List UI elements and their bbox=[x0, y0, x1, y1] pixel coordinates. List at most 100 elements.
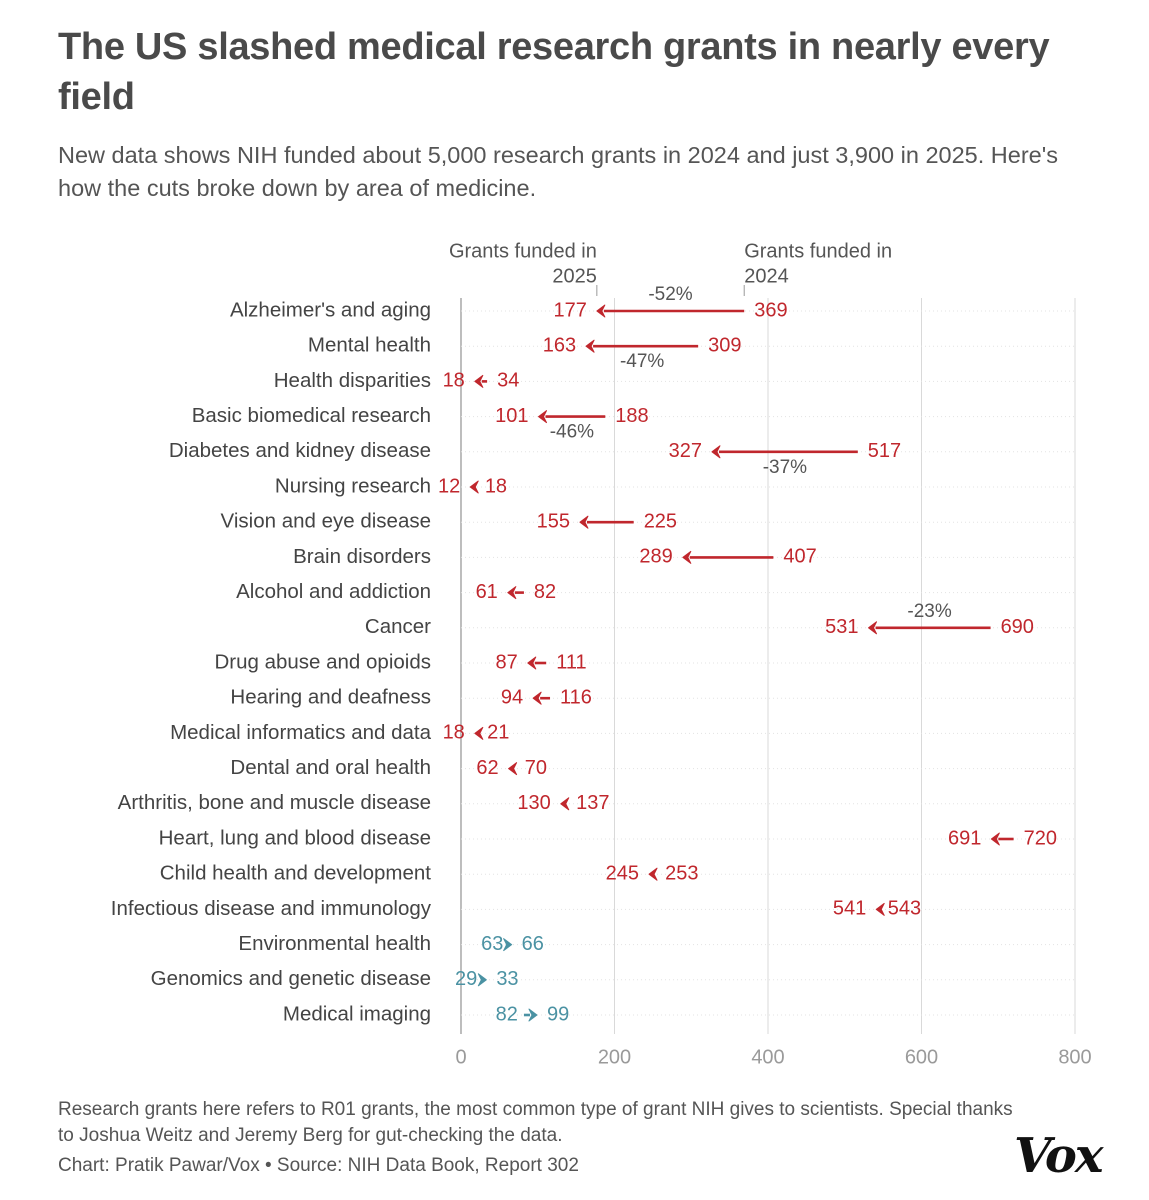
value-label-2024: 70 bbox=[525, 757, 547, 779]
value-label-2025: 541 bbox=[833, 898, 866, 920]
category-label: Alcohol and addiction bbox=[236, 580, 431, 603]
category-label: Vision and eye disease bbox=[221, 510, 431, 533]
change-arrowhead bbox=[648, 867, 658, 881]
value-label-2024: 116 bbox=[560, 686, 592, 708]
category-label: Drug abuse and opioids bbox=[214, 650, 431, 673]
vox-logo: Vox bbox=[1014, 1128, 1103, 1184]
change-arrowhead bbox=[528, 1008, 538, 1022]
value-label-2025: 691 bbox=[948, 827, 981, 849]
value-label-2025: 177 bbox=[553, 299, 586, 321]
change-arrowhead bbox=[579, 515, 589, 529]
category-label: Diabetes and kidney disease bbox=[169, 439, 431, 462]
header-label-2024: Grants funded in bbox=[744, 240, 892, 262]
value-label-2024: 720 bbox=[1024, 827, 1057, 849]
value-label-2024: 543 bbox=[888, 898, 921, 920]
value-label-2025: 155 bbox=[537, 510, 570, 532]
arrow-chart: 0 200 400 600 800 Grants funded in 2025 Grants … bbox=[111, 240, 1092, 1068]
value-label-2025: 163 bbox=[543, 334, 576, 356]
change-arrowhead bbox=[503, 938, 513, 952]
value-label-2025: 130 bbox=[517, 792, 550, 814]
x-tick-label: 400 bbox=[751, 1046, 784, 1068]
value-label-2025: 61 bbox=[476, 581, 498, 603]
change-arrowhead bbox=[474, 726, 484, 740]
change-arrowhead bbox=[507, 586, 517, 600]
category-label: Dental and oral health bbox=[230, 756, 431, 779]
percent-change-label: -47% bbox=[620, 351, 664, 372]
change-arrowhead bbox=[711, 445, 721, 459]
change-arrowhead bbox=[508, 762, 518, 776]
value-label-2024: 407 bbox=[783, 546, 816, 568]
category-label: Child health and development bbox=[160, 862, 432, 885]
x-tick-label: 600 bbox=[905, 1046, 938, 1068]
value-label-2024: 188 bbox=[615, 405, 648, 427]
category-label: Basic biomedical research bbox=[192, 404, 431, 427]
value-label-2024: 21 bbox=[487, 722, 509, 744]
category-label: Hearing and deafness bbox=[230, 686, 431, 709]
change-arrowhead bbox=[990, 832, 1000, 846]
header-label-2025: Grants funded in bbox=[449, 240, 597, 262]
value-label-2024: 82 bbox=[534, 581, 556, 603]
category-label: Medical informatics and data bbox=[170, 721, 432, 744]
value-label-2024: 82 bbox=[496, 1003, 518, 1025]
category-label: Arthritis, bone and muscle disease bbox=[118, 791, 431, 814]
footnote: Research grants here refers to R01 grant… bbox=[58, 1099, 1013, 1146]
value-label-2025: 62 bbox=[476, 757, 498, 779]
category-label: Mental health bbox=[308, 334, 431, 357]
x-tick-label: 200 bbox=[598, 1046, 631, 1068]
category-label: Nursing research bbox=[275, 474, 431, 497]
value-label-2024: 225 bbox=[644, 510, 677, 532]
change-arrowhead bbox=[868, 621, 878, 635]
value-label-2024: 18 bbox=[485, 475, 507, 497]
value-label-2025: 87 bbox=[496, 651, 518, 673]
change-arrowhead bbox=[682, 550, 692, 564]
category-label: Environmental health bbox=[238, 932, 431, 955]
value-label-2025: 66 bbox=[522, 933, 544, 955]
change-arrowhead bbox=[596, 304, 606, 318]
value-label-2025: 101 bbox=[495, 405, 528, 427]
change-arrowhead bbox=[474, 374, 484, 388]
category-label: Infectious disease and immunology bbox=[111, 897, 432, 920]
percent-change-label: -23% bbox=[907, 601, 951, 622]
value-label-2024: 690 bbox=[1001, 616, 1034, 638]
value-label-2024: 111 bbox=[556, 651, 586, 673]
category-label: Alzheimer's and aging bbox=[230, 298, 431, 321]
category-label: Cancer bbox=[365, 615, 431, 638]
chart-subtitle: New data shows NIH funded about 5,000 re… bbox=[58, 142, 1058, 201]
value-label-2025: 327 bbox=[669, 440, 702, 462]
x-tick-label: 800 bbox=[1058, 1046, 1091, 1068]
header-label-2025: 2025 bbox=[552, 265, 597, 287]
change-arrowhead bbox=[875, 902, 885, 916]
category-label: Medical imaging bbox=[283, 1002, 431, 1025]
value-label-2025: 94 bbox=[501, 686, 523, 708]
value-label-2025: 33 bbox=[496, 968, 518, 990]
value-label-2024: 517 bbox=[868, 440, 901, 462]
change-arrowhead bbox=[477, 973, 487, 987]
value-label-2024: 253 bbox=[665, 862, 698, 884]
header-label-2024: 2024 bbox=[744, 265, 789, 287]
change-arrowhead bbox=[538, 410, 548, 424]
value-label-2024: 369 bbox=[754, 299, 787, 321]
value-label-2025: 245 bbox=[606, 862, 639, 884]
change-arrowhead bbox=[585, 339, 595, 353]
percent-change-label: -46% bbox=[550, 422, 594, 443]
value-label-2024: 34 bbox=[497, 370, 519, 392]
value-label-2025: 99 bbox=[547, 1003, 569, 1025]
change-arrowhead bbox=[527, 656, 537, 670]
value-label-2025: 531 bbox=[825, 616, 858, 638]
value-label-2024: 309 bbox=[708, 334, 741, 356]
value-label-2025: 289 bbox=[639, 546, 672, 568]
value-label-2024: 63 bbox=[481, 933, 503, 955]
value-label-2025: 18 bbox=[443, 722, 465, 744]
value-label-2025: 12 bbox=[438, 475, 460, 497]
percent-change-label: -52% bbox=[648, 284, 692, 305]
category-label: Brain disorders bbox=[293, 545, 431, 568]
source-credit: Chart: Pratik Pawar/Vox • Source: NIH Da… bbox=[58, 1155, 579, 1176]
category-label: Health disparities bbox=[274, 369, 431, 392]
value-label-2024: 29 bbox=[455, 968, 477, 990]
chart-title: The US slashed medical research grants i… bbox=[58, 26, 1050, 118]
value-label-2025: 18 bbox=[443, 370, 465, 392]
change-arrowhead bbox=[560, 797, 570, 811]
percent-change-label: -37% bbox=[763, 457, 807, 478]
change-arrowhead bbox=[532, 691, 542, 705]
value-label-2024: 137 bbox=[576, 792, 609, 814]
